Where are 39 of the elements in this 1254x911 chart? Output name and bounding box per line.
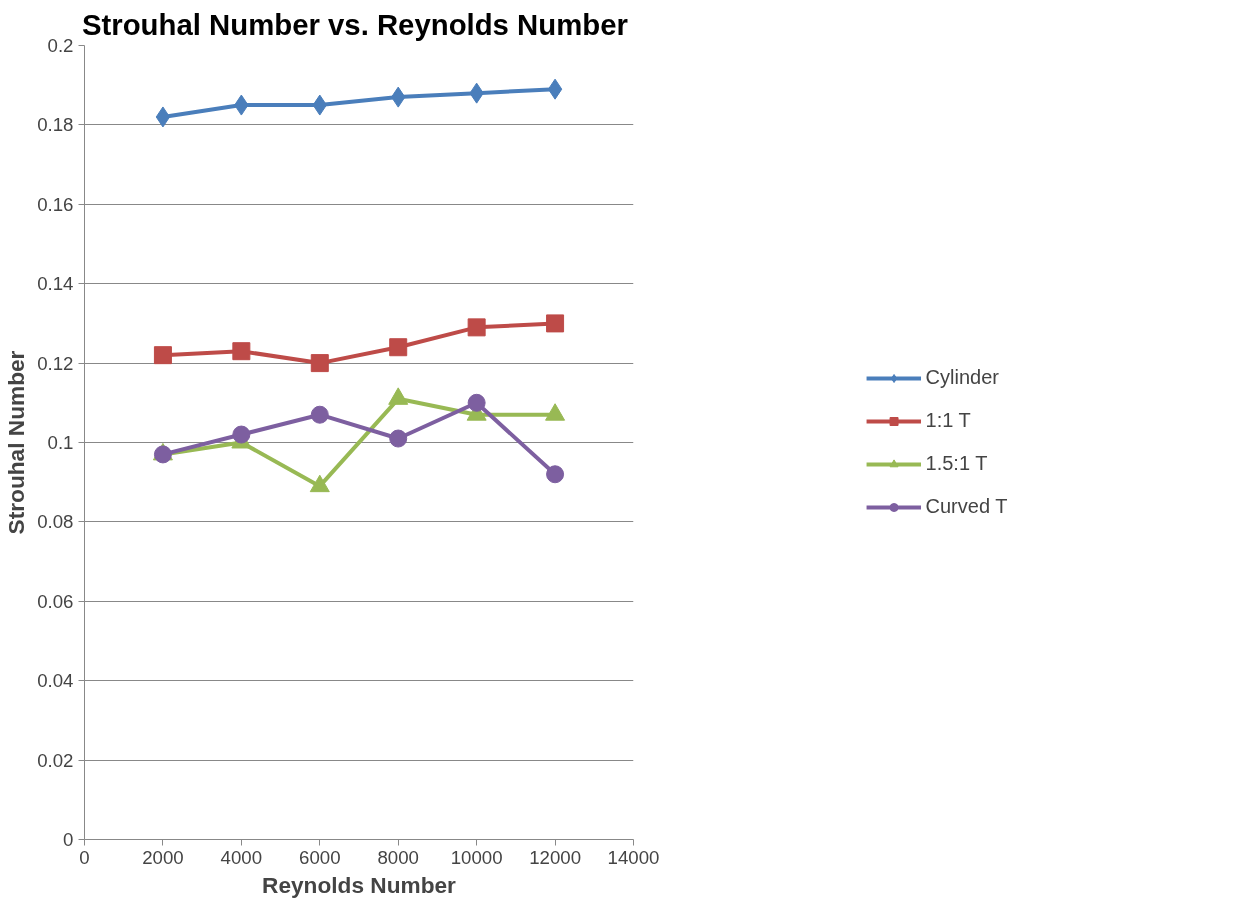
y-tick-label: 0.2 [47,35,74,56]
point [232,342,251,361]
chart-title: Strouhal Number vs. Reynolds Number [81,7,628,41]
y-tick-label: 0.16 [37,193,74,215]
x-tick-label: 2000 [142,846,184,868]
y-tick-label: 0.02 [37,749,74,771]
x-tick-label: 4000 [220,846,263,868]
x-tick-label: 0 [79,846,90,868]
y-tick-label: 0.12 [37,352,74,374]
point [389,429,408,448]
x-tick-label: 8000 [377,846,419,868]
point [546,314,565,333]
point [310,405,329,424]
x-tick-label: 6000 [299,846,341,868]
y-tick-label: 0.08 [37,511,74,533]
point [547,78,563,100]
point [467,318,486,337]
point [155,106,171,128]
point [310,354,329,373]
legend-label: Curved T [925,495,1008,518]
x-tick-label: 14000 [607,846,660,868]
y-tick-label: 0.14 [37,273,74,295]
legend-label: 1:1 T [925,409,971,432]
legend-label: Cylinder [925,366,999,389]
y-tick-label: 0.04 [37,670,74,692]
y-tick-label: 0.18 [37,114,74,136]
y-tick-label: 0.06 [37,590,74,612]
point [546,465,565,484]
x-axis-title: Reynolds Number [262,871,457,898]
legend-label: 1.5:1 T [925,452,988,475]
point [467,393,486,412]
x-tick-label: 12000 [529,846,582,868]
y-tick-label: 0 [63,829,74,850]
point [153,346,172,365]
point [389,338,408,357]
y-tick-label: 0.1 [47,432,74,453]
x-tick-label: 10000 [450,846,503,868]
y-axis-title: Strouhal Number [3,350,30,535]
point [232,425,251,444]
